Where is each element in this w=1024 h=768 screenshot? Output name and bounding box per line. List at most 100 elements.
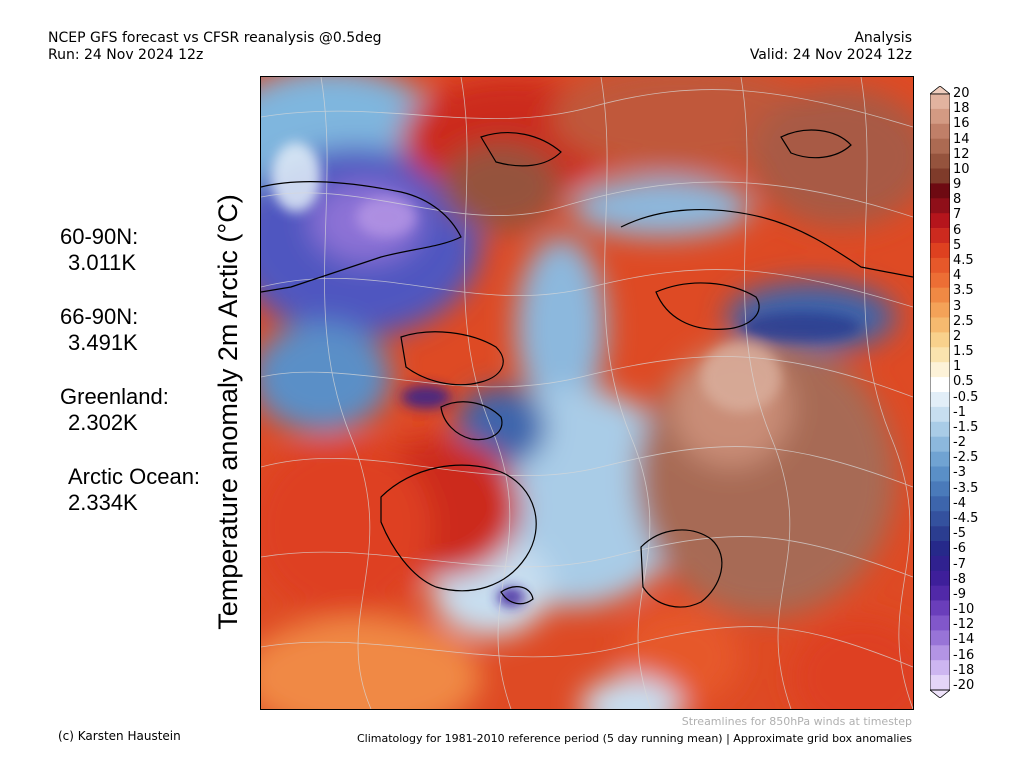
streamline	[320, 77, 372, 709]
colorbar-tick-label: -20	[953, 678, 975, 693]
colorbar-tick-label: -7	[953, 556, 966, 572]
colorbar-tick-label: -4	[953, 495, 966, 511]
canadian-islands-outline	[400, 331, 504, 386]
eastern-island-outline	[780, 129, 852, 159]
field-hot-north	[441, 142, 561, 232]
stat-arctic-ocean: Arctic Ocean: 2.334K	[60, 464, 200, 516]
stat-value: 3.491K	[68, 330, 138, 355]
alaska-outline	[261, 180, 462, 293]
streamline	[740, 77, 792, 709]
stat-greenland: Greenland: 2.302K	[60, 384, 200, 436]
climatology-note: Climatology for 1981-2010 reference peri…	[356, 732, 912, 745]
colorbar-step	[930, 526, 950, 542]
colorbar-step	[930, 645, 950, 661]
colorbar-tick-label: 14	[953, 131, 970, 147]
anomaly-map	[260, 76, 914, 710]
greenland-outline	[380, 464, 537, 592]
colorbar-step	[930, 257, 950, 274]
streamlines-note: Streamlines for 850hPa winds at timestep	[681, 715, 912, 728]
iceland-outline	[500, 586, 534, 605]
colorbar-step	[930, 377, 950, 393]
field-warm-s	[261, 617, 481, 709]
colorbar-tick-label: -6	[953, 541, 966, 557]
siberia-coast-outline	[620, 208, 913, 278]
detail-cold-core	[741, 312, 861, 342]
copyright: (c) Karsten Haustein	[58, 729, 181, 743]
field-warm-sw	[261, 437, 431, 617]
map-svg	[261, 77, 913, 709]
streamline	[261, 89, 913, 128]
colorbar-tick-label: 1	[953, 359, 962, 375]
colorbar-step	[930, 213, 950, 229]
colorbar-step	[930, 183, 950, 199]
colorbar-tick-label: 3	[953, 298, 962, 314]
streamline	[600, 77, 652, 709]
stat-value: 2.334K	[68, 490, 138, 515]
colorbar-step	[930, 317, 950, 333]
colorbar-tick-label: -1	[953, 404, 966, 420]
colorbar-tick-label: 1.5	[953, 344, 974, 360]
streamline	[261, 356, 913, 398]
colorbar-tick-label: -10	[953, 602, 975, 618]
colorbar-top-arrow	[930, 86, 950, 95]
header-left: NCEP GFS forecast vs CFSR reanalysis @0.…	[48, 30, 382, 64]
northern-island-outline	[480, 132, 562, 167]
streamline	[261, 269, 913, 308]
colorbar-step	[930, 362, 950, 378]
colorbar-tick-label: 2	[953, 328, 962, 344]
colorbar-step	[930, 630, 950, 646]
colorbar-tick-label: -3.5	[953, 480, 979, 496]
colorbar-tick-label: -0.5	[953, 389, 979, 405]
stat-name: 66-90N:	[60, 304, 139, 329]
valid-time: Valid: 24 Nov 2024 12z	[749, 47, 912, 63]
colorbar-bottom-arrow	[930, 689, 950, 698]
scandinavia-outline	[640, 529, 723, 608]
colorbar-tick-label: -16	[953, 647, 975, 663]
colorbar-tick-label: 3.5	[953, 283, 974, 299]
colorbar-step	[930, 108, 950, 125]
colorbar-step	[930, 332, 950, 348]
colorbar-tick-label: -2.5	[953, 450, 979, 466]
detail-very-cold-core	[356, 197, 416, 237]
axis-label: Temperature anomaly 2m Arctic (°C)	[213, 194, 243, 630]
stat-value: 2.302K	[68, 410, 138, 435]
colorbar-tick-label: 18	[953, 101, 970, 117]
colorbar-frame	[930, 93, 950, 691]
colorbar	[930, 86, 950, 698]
colorbar-step	[930, 511, 950, 527]
colorbar-step	[930, 138, 950, 154]
colorbar-step	[930, 94, 950, 110]
colorbar-step	[930, 615, 950, 631]
colorbar-tick-label: 2.5	[953, 313, 974, 329]
colorbar-step	[930, 392, 950, 408]
regional-stats: 60-90N: 3.011K 66-90N: 3.491K Greenland:…	[60, 224, 200, 544]
colorbar-tick-label: -9	[953, 586, 966, 602]
colorbar-tick-label: -5	[953, 526, 966, 542]
colorbar-step	[930, 153, 950, 169]
colorbar-tick-label: 16	[953, 116, 970, 132]
streamlines	[261, 77, 913, 709]
stat-66-90n: 66-90N: 3.491K	[60, 304, 200, 356]
streamline	[860, 77, 913, 709]
streamline	[261, 181, 913, 218]
field-cold-band	[571, 177, 751, 237]
field-cold-canada	[261, 322, 391, 432]
colorbar-step	[930, 406, 950, 423]
colorbar-step	[930, 123, 950, 139]
detail-cold-spot	[497, 587, 525, 607]
colorbar-step	[930, 541, 950, 557]
colorbar-step	[930, 466, 950, 482]
colorbar-tick-label: -2	[953, 435, 966, 451]
arctic-island-outline	[440, 401, 503, 441]
field-cool-europe	[581, 677, 681, 709]
colorbar-tick-label: 4	[953, 268, 962, 284]
field-warm-se	[791, 617, 913, 709]
colorbar-tick-label: -14	[953, 632, 975, 648]
header-right: Analysis Valid: 24 Nov 2024 12z	[750, 30, 912, 64]
colorbar-step	[930, 421, 950, 437]
colorbar-tick-label: -3	[953, 465, 966, 481]
stat-value: 3.011K	[68, 250, 137, 275]
colorbar-step	[930, 600, 950, 616]
colorbar-tick-label: 9	[953, 177, 962, 193]
colorbar-step	[930, 481, 950, 497]
